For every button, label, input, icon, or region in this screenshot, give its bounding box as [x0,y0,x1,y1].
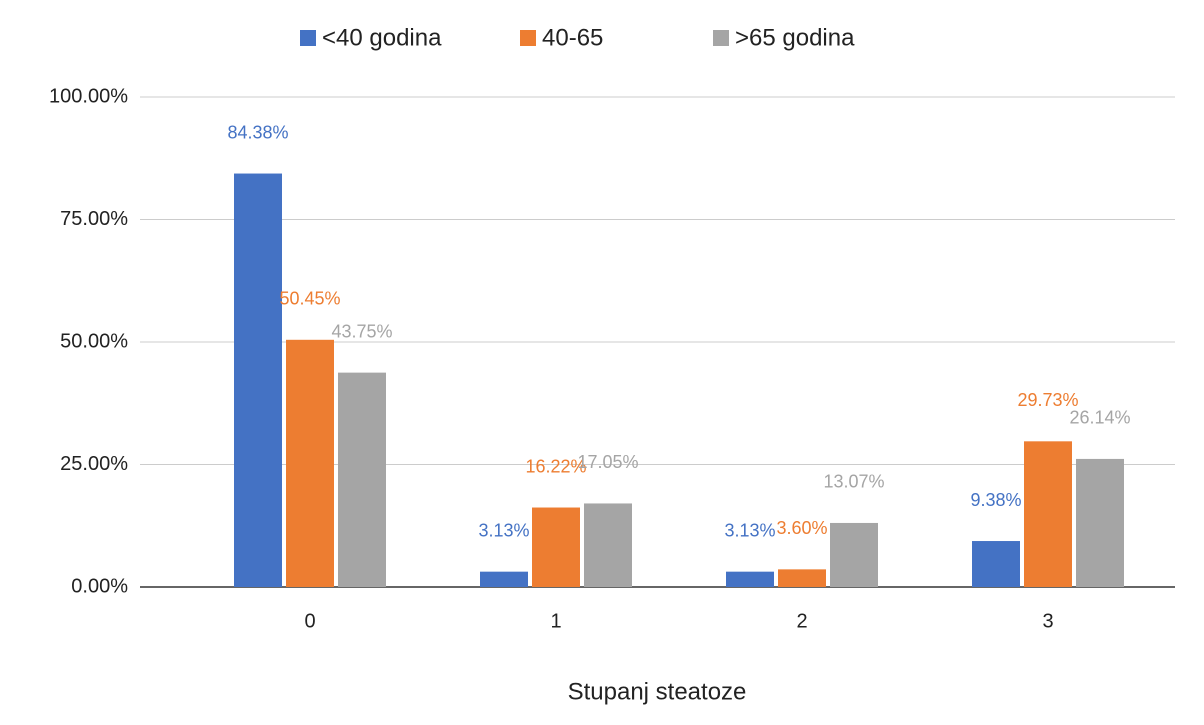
bar [480,571,528,587]
x-tick-label: 3 [1042,610,1053,632]
legend-label: >65 godina [735,24,855,51]
y-tick-label: 75.00% [60,208,128,230]
legend-label: <40 godina [322,24,442,51]
bar [532,507,580,587]
x-tick-label: 0 [304,610,315,632]
y-tick-label: 100.00% [49,85,128,107]
y-tick-label: 50.00% [60,330,128,352]
bar [584,503,632,587]
legend-swatch [713,30,729,46]
legend-label: 40-65 [542,24,603,51]
bar [1076,458,1124,587]
x-tick-label: 1 [550,610,561,632]
value-label: 3.60% [776,518,827,538]
value-label: 13.07% [823,472,884,492]
bar [286,339,334,587]
bar [972,541,1020,587]
value-label: 3.13% [724,520,775,540]
bar [338,372,386,587]
value-label: 29.73% [1017,390,1078,410]
y-tick-label: 0.00% [71,575,128,597]
bar [778,569,826,587]
x-axis-title: Stupanj steatoze [568,678,747,705]
bar [1024,441,1072,587]
legend-swatch [520,30,536,46]
bar [830,522,878,587]
bar [234,173,282,587]
value-label: 9.38% [970,490,1021,510]
value-label: 50.45% [279,289,340,309]
legend-swatch [300,30,316,46]
value-label: 17.05% [577,452,638,472]
bar [726,571,774,587]
value-label: 3.13% [478,520,529,540]
value-label: 16.22% [525,456,586,476]
value-label: 26.14% [1069,408,1130,428]
value-label: 43.75% [331,321,392,341]
x-tick-label: 2 [796,610,807,632]
value-label: 84.38% [227,122,288,142]
y-tick-label: 25.00% [60,453,128,475]
